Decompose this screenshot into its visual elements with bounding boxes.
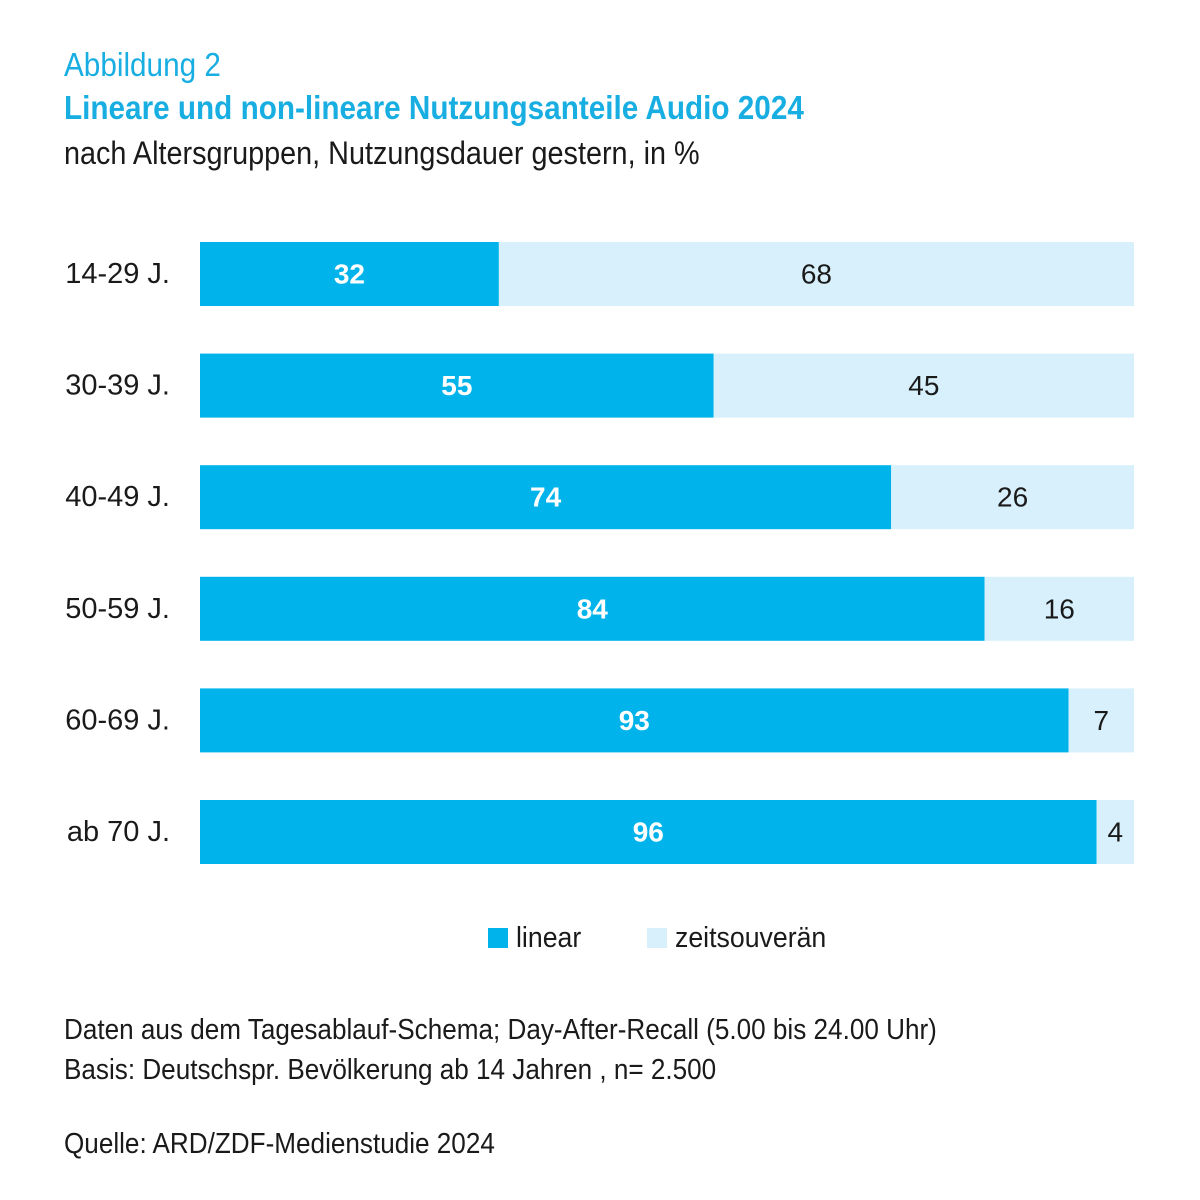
legend-label-linear: linear (516, 921, 582, 954)
bar-segment-zeitsouveraen (1068, 688, 1134, 753)
data-label-zeitsouveraen: 7 (1094, 705, 1110, 736)
data-label-linear: 32 (334, 259, 365, 290)
data-label-linear: 93 (619, 705, 650, 736)
bar-segment-linear (200, 576, 985, 641)
data-label-zeitsouveraen: 45 (908, 370, 939, 401)
bar-segment-zeitsouveraen (984, 576, 1134, 641)
category-label: ab 70 J. (67, 816, 170, 848)
chart-title: Lineare und non-lineare Nutzungsanteile … (64, 89, 804, 126)
legend-swatch-zeitsouveraen (646, 928, 667, 948)
data-label-linear: 55 (441, 370, 472, 401)
bar-segment-linear (200, 353, 714, 418)
chart-notes: Daten aus dem Tagesablauf-Schema; Day-Af… (64, 1010, 1164, 1090)
data-label-zeitsouveraen: 4 (1108, 817, 1124, 848)
category-label: 60-69 J. (65, 704, 170, 736)
category-label: 50-59 J. (65, 593, 170, 625)
note-data-basis: Daten aus dem Tagesablauf-Schema; Day-Af… (64, 1014, 937, 1046)
category-label: 14-29 J. (65, 258, 170, 290)
bar-segment-linear (200, 465, 892, 530)
bar-segment-linear (200, 688, 1069, 753)
data-label-linear: 84 (577, 593, 609, 624)
category-label: 30-39 J. (65, 370, 170, 402)
bar-segment-linear (200, 800, 1097, 864)
note-population: Basis: Deutschspr. Bevölkerung ab 14 Jah… (64, 1054, 717, 1086)
chart-subtitle: nach Altersgruppen, Nutzungsdauer gester… (64, 135, 700, 171)
data-label-linear: 74 (530, 482, 562, 513)
figure-label: Abbildung 2 (64, 46, 221, 83)
data-label-zeitsouveraen: 26 (997, 482, 1028, 513)
legend-swatch-linear (488, 928, 508, 948)
data-label-zeitsouveraen: 16 (1044, 593, 1075, 624)
bar-segment-zeitsouveraen (713, 353, 1134, 418)
chart-source: Quelle: ARD/ZDF-Medienstudie 2024 (64, 1128, 495, 1160)
legend-item-linear: linear (488, 922, 587, 955)
bar-segment-zeitsouveraen (1096, 800, 1134, 864)
chart-legend: linear zeitsouverän (488, 916, 899, 960)
legend-item-zeitsouveraen: zeitsouverän (646, 921, 839, 955)
data-label-zeitsouveraen: 68 (801, 259, 832, 290)
chart-header: Abbildung 2 Lineare und non-lineare Nutz… (64, 44, 1144, 176)
category-label: 40-49 J. (65, 481, 170, 513)
legend-label-zeitsouveraen: zeitsouverän (674, 921, 827, 954)
bar-segment-zeitsouveraen (891, 465, 1134, 530)
data-label-linear: 96 (633, 817, 664, 848)
bar-segment-linear (200, 242, 499, 306)
bar-segment-zeitsouveraen (498, 242, 1134, 306)
